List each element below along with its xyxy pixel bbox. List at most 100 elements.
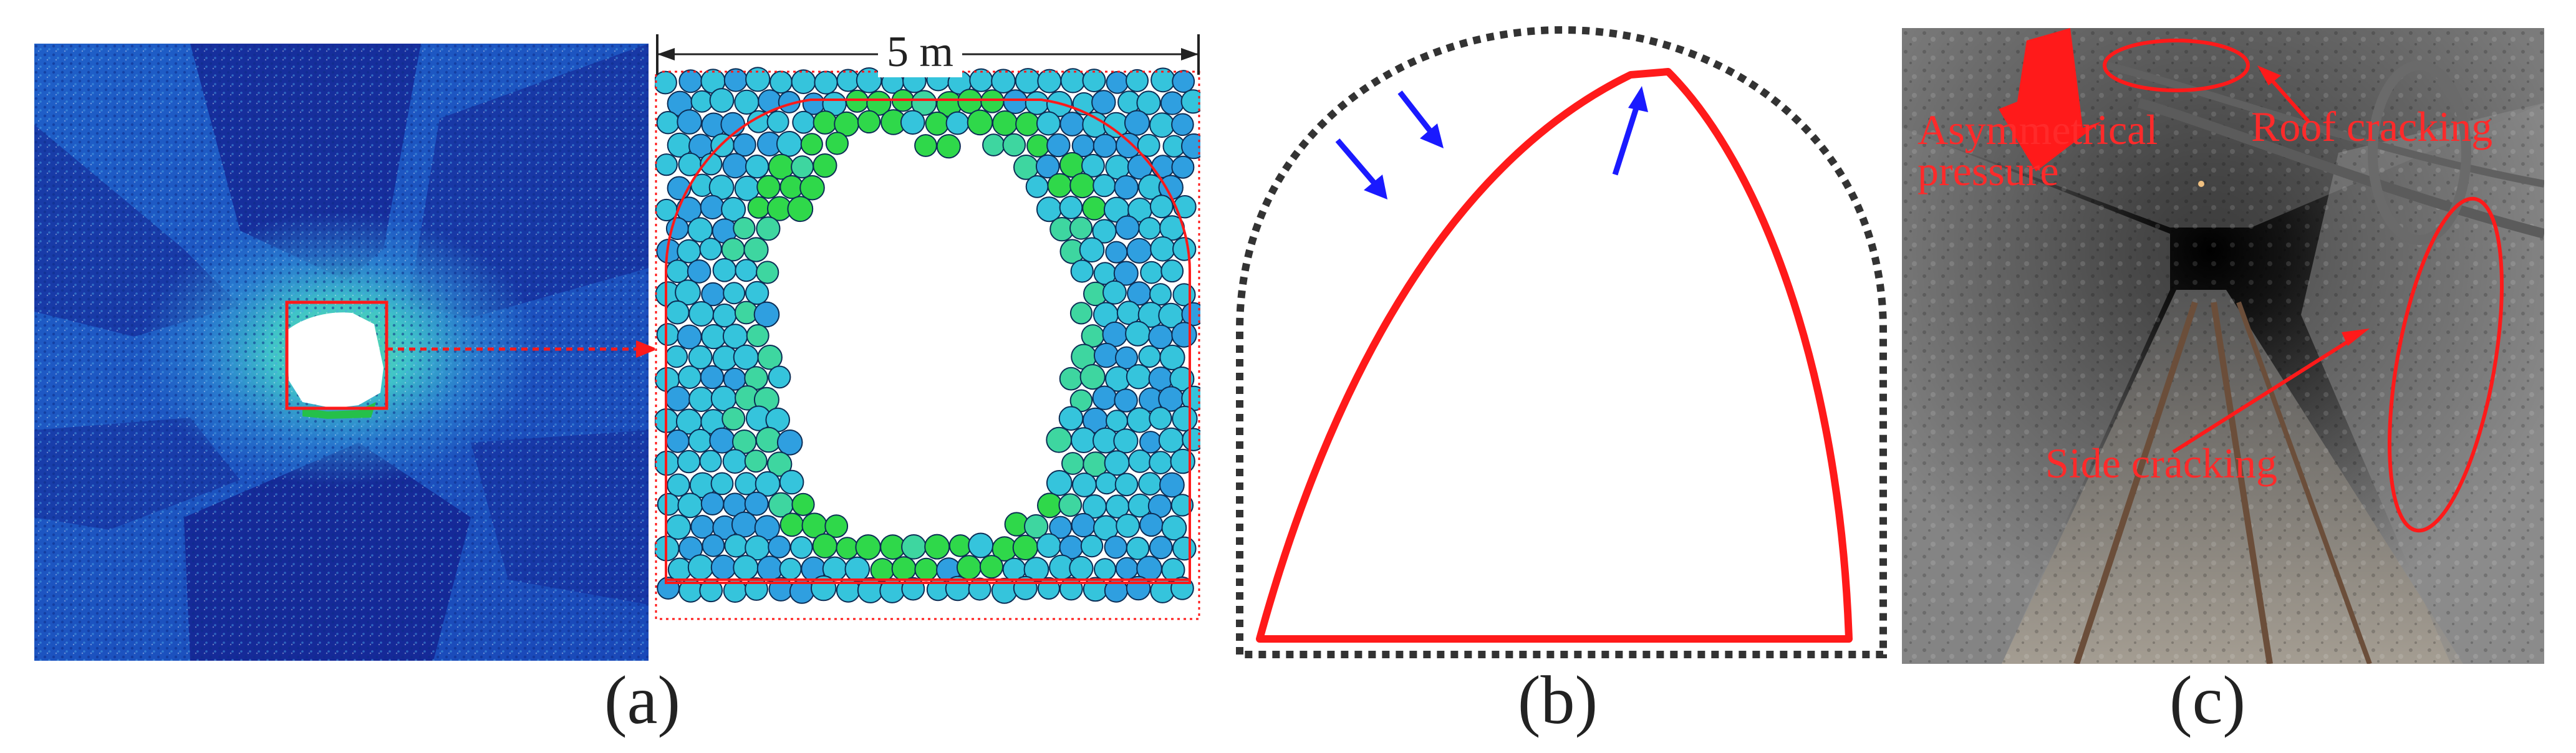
particle (1149, 283, 1172, 306)
particle (1069, 173, 1096, 199)
particle (1115, 557, 1139, 580)
particle (866, 90, 892, 116)
particle (1061, 452, 1084, 475)
particle (656, 111, 680, 135)
particle (1170, 494, 1194, 517)
particle (1113, 261, 1139, 286)
particle (936, 134, 961, 159)
particle (1024, 514, 1049, 539)
particle (688, 386, 714, 412)
particle (1046, 133, 1071, 158)
caption-a: (a) (604, 662, 681, 738)
particle (1170, 448, 1195, 474)
particle (1169, 367, 1195, 391)
particle (856, 67, 882, 94)
particle (956, 555, 982, 580)
particle (678, 365, 702, 390)
particle (735, 259, 758, 282)
particle (1082, 69, 1106, 93)
pressure-arrow-2 (1397, 90, 1444, 148)
particle (1104, 450, 1130, 476)
particle (1081, 153, 1105, 178)
particle (1151, 155, 1175, 179)
particle (744, 449, 768, 473)
pressure-big-arrow (1999, 28, 2101, 171)
particle (1139, 431, 1162, 454)
particle (1072, 472, 1097, 497)
particle (735, 472, 758, 496)
particle (1080, 534, 1104, 558)
particle (1172, 237, 1197, 261)
particle (710, 472, 734, 496)
particle (1126, 536, 1150, 560)
particle (1059, 367, 1083, 391)
particle (1079, 364, 1106, 390)
particle (733, 344, 759, 370)
particle (690, 90, 713, 113)
particle (779, 469, 804, 495)
particle (1093, 174, 1116, 198)
particle (720, 112, 745, 137)
particle (655, 198, 678, 222)
particle (1139, 512, 1164, 537)
particle (766, 110, 789, 133)
particle (776, 429, 803, 456)
particle (1171, 155, 1195, 179)
particle (655, 153, 678, 176)
particle (1070, 259, 1094, 283)
particle (1138, 472, 1162, 496)
particle (1114, 388, 1138, 413)
particle (1181, 133, 1200, 160)
particle (733, 217, 756, 240)
particle (1114, 472, 1139, 497)
particle (723, 282, 746, 305)
particle (1149, 406, 1172, 430)
particle (733, 133, 756, 157)
particle (745, 281, 769, 305)
particle (1172, 405, 1198, 432)
particle (746, 324, 769, 347)
particle (1082, 196, 1107, 221)
pressure-arrow-1 (1335, 138, 1387, 199)
particle (1058, 406, 1084, 431)
particle (687, 554, 714, 580)
particle (1161, 515, 1187, 541)
annotation-side-cracking: Side cracking (2045, 439, 2277, 487)
particle (1116, 132, 1142, 159)
particle (656, 323, 680, 346)
particle (1069, 216, 1093, 240)
zoom-connector-arrow (387, 340, 658, 358)
particle (700, 194, 725, 219)
panel-b-schematic (1232, 19, 1893, 667)
particle (1035, 154, 1060, 179)
particle (677, 239, 702, 264)
particle (968, 577, 991, 601)
particle (667, 473, 690, 497)
particle (756, 216, 781, 241)
particle (1158, 427, 1184, 453)
particle (855, 534, 881, 560)
particle (712, 303, 737, 328)
particle (722, 449, 748, 474)
particle (1116, 514, 1140, 538)
particle (836, 537, 859, 560)
particle (1180, 89, 1200, 114)
particle (1113, 428, 1139, 454)
particle (756, 261, 779, 284)
particle (1138, 217, 1161, 240)
particle (722, 153, 748, 179)
particle (745, 67, 771, 92)
particle (1116, 300, 1141, 325)
particle (1148, 324, 1174, 350)
particle (1126, 237, 1152, 264)
particle (743, 237, 769, 262)
particle (655, 70, 677, 95)
particle (991, 69, 1016, 94)
particle (1091, 90, 1116, 115)
particle (791, 492, 815, 516)
particle (800, 133, 823, 156)
particle (813, 110, 837, 135)
particle (1171, 322, 1197, 348)
particle (744, 491, 769, 516)
particle (857, 110, 881, 134)
